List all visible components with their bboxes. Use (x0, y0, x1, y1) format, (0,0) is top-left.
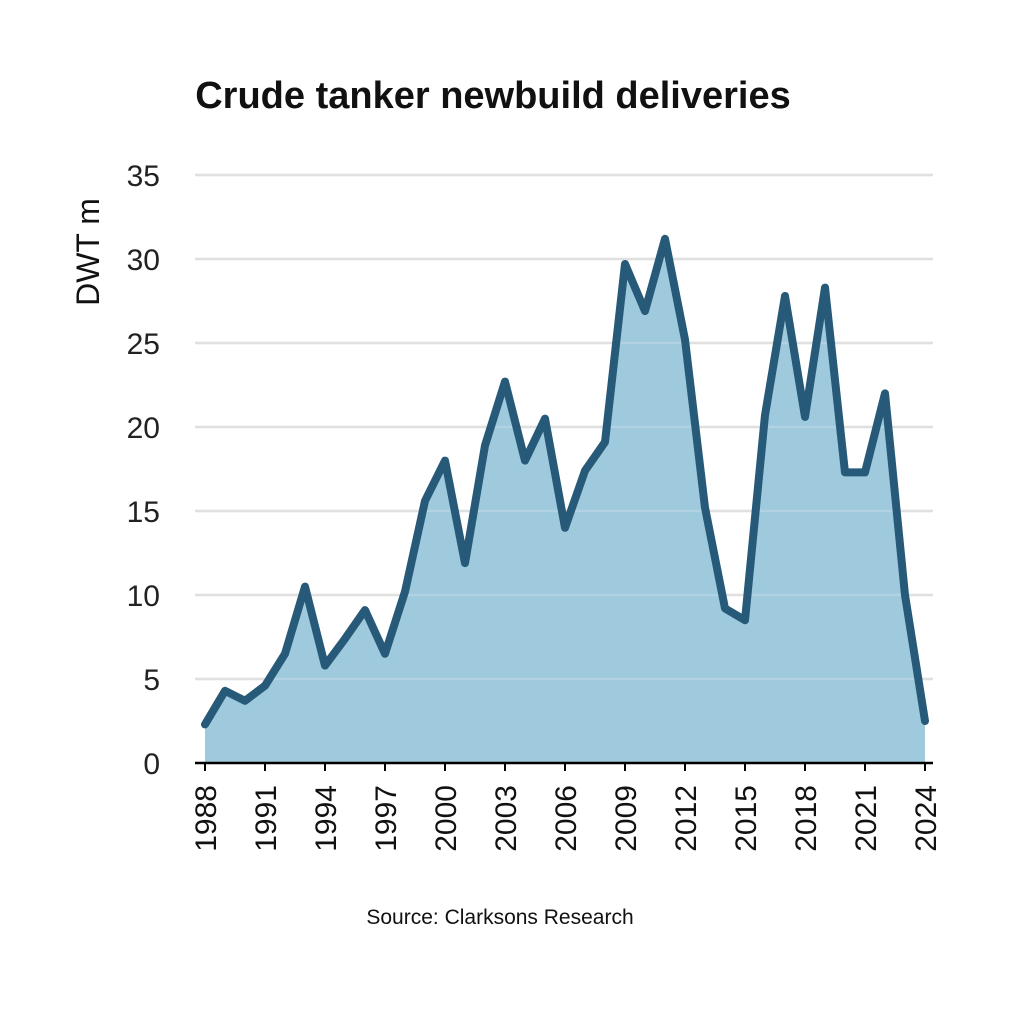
data-point (682, 336, 688, 343)
x-tick-label: 2021 (850, 785, 883, 852)
data-point (862, 469, 868, 476)
data-point (242, 697, 248, 704)
source-note: Source: Clarksons Research (366, 906, 633, 929)
y-tick-label: 0 (143, 748, 160, 781)
data-point (262, 682, 268, 689)
data-point (322, 662, 328, 669)
y-tick-label: 35 (127, 160, 160, 193)
data-point (522, 457, 528, 464)
data-point (642, 308, 648, 315)
data-point (562, 524, 568, 531)
x-tick-label: 2012 (670, 785, 703, 852)
x-axis-tick-marks (204, 763, 926, 771)
data-point (922, 718, 928, 724)
x-tick-label: 2000 (430, 785, 463, 852)
data-point (482, 442, 488, 449)
data-point (502, 378, 508, 385)
x-tick-label: 1991 (250, 785, 283, 852)
data-point (442, 457, 448, 464)
x-tick-label: 2006 (550, 785, 583, 852)
data-point (622, 261, 628, 267)
data-point (662, 235, 668, 242)
data-point (422, 497, 428, 504)
data-point (742, 617, 748, 624)
y-tick-label: 15 (127, 496, 160, 529)
x-tick-label: 2018 (790, 785, 823, 852)
data-point (822, 284, 828, 291)
y-tick-label: 20 (127, 412, 160, 445)
data-point (302, 583, 308, 590)
data-point (402, 588, 408, 595)
y-axis-label: DWT m (70, 198, 106, 306)
data-point (722, 605, 728, 612)
x-tick-label: 1997 (370, 785, 403, 852)
data-point (282, 650, 288, 657)
data-point (462, 560, 468, 567)
x-axis-ticks: 1988 1991 1994 1997 2000 2003 2006 2009 2012 2015… (190, 785, 943, 852)
data-point (582, 467, 588, 474)
x-tick-label: 2024 (910, 785, 943, 852)
data-point (802, 413, 808, 420)
x-tick-label: 1988 (190, 785, 223, 852)
y-axis-ticks: 0 5 10 15 20 25 30 35 (127, 160, 160, 781)
data-point (902, 592, 908, 598)
x-tick-label: 2015 (730, 785, 763, 852)
data-point (602, 439, 608, 446)
data-point (362, 607, 368, 614)
y-tick-label: 25 (127, 328, 160, 361)
data-point (842, 469, 848, 476)
data-point (882, 390, 888, 397)
data-point (382, 650, 388, 657)
y-tick-label: 10 (127, 580, 160, 613)
data-point (222, 687, 228, 694)
data-points (202, 235, 928, 728)
y-tick-label: 5 (143, 664, 160, 697)
data-point (202, 721, 208, 728)
y-tick-label: 30 (127, 244, 160, 277)
x-tick-label: 1994 (310, 785, 343, 852)
area-fill (205, 238, 925, 764)
data-point (702, 504, 708, 511)
x-tick-label: 2003 (490, 785, 523, 852)
data-point (762, 412, 768, 419)
data-point (342, 635, 348, 642)
data-point (542, 415, 548, 422)
x-tick-label: 2009 (610, 785, 643, 852)
chart-title: Crude tanker newbuild deliveries (195, 75, 791, 117)
data-point (782, 293, 788, 299)
